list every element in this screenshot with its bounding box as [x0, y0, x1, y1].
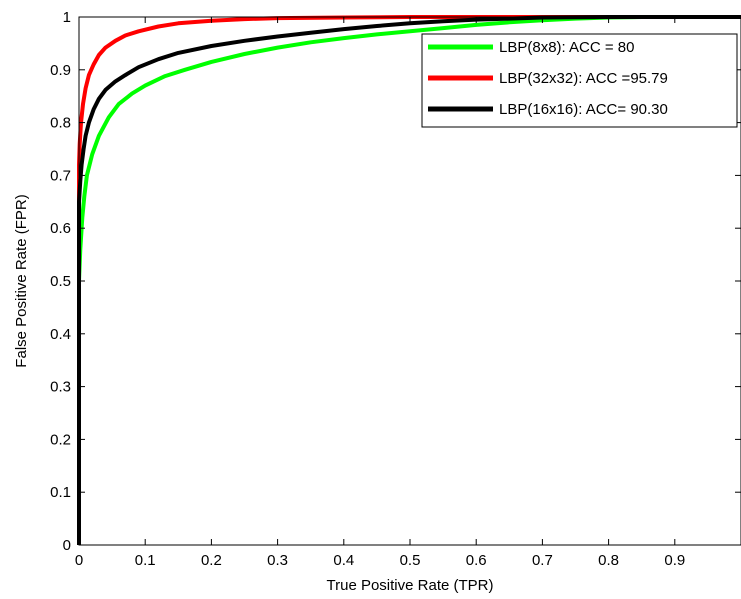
x-tick-label: 0.2: [201, 552, 222, 569]
x-tick-label: 0.3: [267, 552, 288, 569]
y-tick-label: 0.3: [50, 379, 71, 396]
y-tick-label: 0.1: [50, 484, 71, 501]
x-tick-label: 0.1: [135, 552, 156, 569]
y-tick-label: 0.5: [50, 273, 71, 290]
y-tick-label: 0.9: [50, 62, 71, 79]
x-tick-label: 0.5: [400, 552, 421, 569]
y-tick-label: 0.7: [50, 167, 71, 184]
x-tick-label: 0.6: [466, 552, 487, 569]
legend-label-lbp-16x16-acc-90-30: LBP(16x16): ACC= 90.30: [499, 101, 668, 118]
legend-label-lbp-32x32-acc-95-79: LBP(32x32): ACC =95.79: [499, 70, 668, 87]
series-line-lbp-16x16-acc-90-30: [77, 15, 741, 545]
y-axis-label: False Positive Rate (FPR): [13, 194, 30, 367]
y-tick-label: 0: [63, 537, 71, 554]
y-tick-label: 0.6: [50, 220, 71, 237]
ticks-layer: 0 0.1 0.2 0.3 0.4 0.5 0.6 0.7 0.8 0.9 0 0.1 0.2 0.3 0.…: [50, 9, 741, 569]
x-tick-label: 0.7: [532, 552, 553, 569]
y-tick-label: 0.4: [50, 326, 71, 343]
x-tick-label: 0.4: [333, 552, 354, 569]
legend-label-lbp-8x8-acc-80: LBP(8x8): ACC = 80: [499, 39, 634, 56]
x-tick-label: 0.9: [664, 552, 685, 569]
x-tick-label: 0: [75, 552, 83, 569]
x-axis-label: True Positive Rate (TPR): [327, 577, 494, 594]
series-line-lbp-8x8-acc-80: [77, 15, 741, 545]
y-tick-label: 1: [63, 9, 71, 26]
y-tick-label: 0.8: [50, 115, 71, 132]
y-tick-label: 0.2: [50, 431, 71, 448]
x-tick-label: 0.8: [598, 552, 619, 569]
legend: LBP(8x8): ACC = 80 LBP(32x32): ACC =95.79…: [421, 33, 738, 128]
